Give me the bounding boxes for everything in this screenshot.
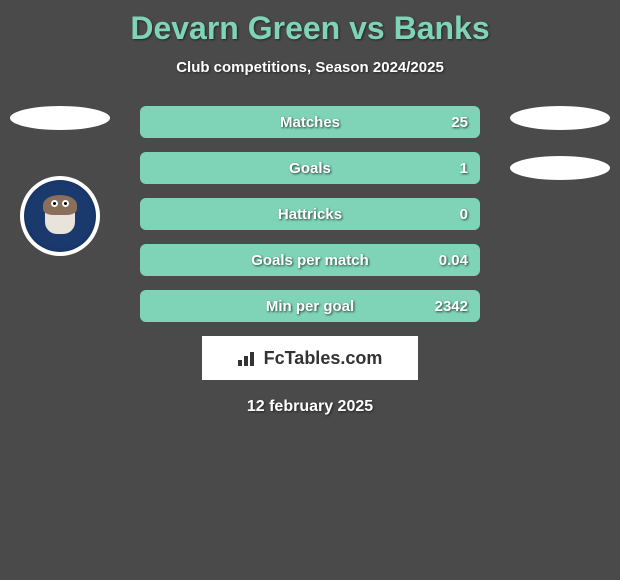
comparison-content: Matches 25 Goals 1 Hattricks 0 Goals per… — [0, 106, 620, 416]
stat-label: Goals — [142, 160, 478, 177]
stat-label: Hattricks — [142, 206, 478, 223]
stat-row-min-per-goal: Min per goal 2342 — [140, 290, 480, 322]
club-badge-left — [20, 176, 100, 256]
bar-chart-icon — [238, 350, 258, 366]
stat-label: Goals per match — [142, 252, 478, 269]
subtitle: Club competitions, Season 2024/2025 — [0, 59, 620, 76]
right-player-col — [510, 106, 610, 226]
page-title: Devarn Green vs Banks — [0, 0, 620, 47]
owl-icon — [39, 195, 81, 237]
stat-row-goals-per-match: Goals per match 0.04 — [140, 244, 480, 276]
stat-label: Min per goal — [142, 298, 478, 315]
footer-brand-logo[interactable]: FcTables.com — [202, 336, 418, 380]
stat-row-matches: Matches 25 — [140, 106, 480, 138]
stat-value: 25 — [451, 114, 468, 131]
stat-value: 2342 — [435, 298, 468, 315]
player-photo-placeholder-right-2 — [510, 156, 610, 180]
left-player-col — [10, 106, 110, 256]
player-photo-placeholder-right-1 — [510, 106, 610, 130]
stat-value: 0.04 — [439, 252, 468, 269]
stat-value: 1 — [460, 160, 468, 177]
stat-row-hattricks: Hattricks 0 — [140, 198, 480, 230]
club-badge-inner — [24, 180, 96, 252]
stats-list: Matches 25 Goals 1 Hattricks 0 Goals per… — [140, 106, 480, 322]
stat-value: 0 — [460, 206, 468, 223]
stat-row-goals: Goals 1 — [140, 152, 480, 184]
date-text: 12 february 2025 — [0, 398, 620, 416]
player-photo-placeholder-left — [10, 106, 110, 130]
stat-label: Matches — [142, 114, 478, 131]
footer-brand-text: FcTables.com — [264, 348, 383, 369]
